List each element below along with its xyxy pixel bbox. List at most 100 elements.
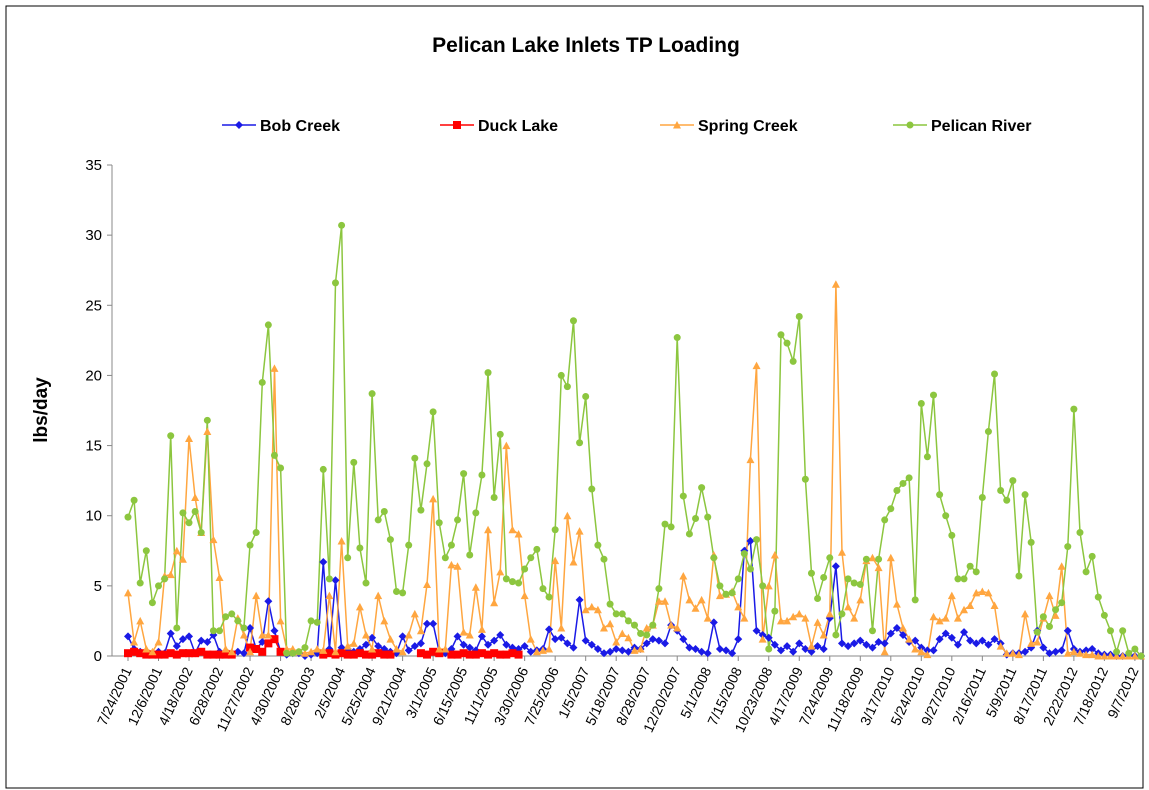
- data-point: [703, 614, 712, 622]
- data-point: [435, 644, 444, 653]
- data-point: [398, 632, 407, 641]
- data-point: [172, 642, 181, 651]
- data-point: [734, 635, 743, 644]
- data-point: [978, 587, 987, 595]
- data-point: [404, 646, 413, 655]
- data-point: [142, 650, 151, 659]
- data-point: [643, 631, 651, 639]
- data-point: [630, 646, 639, 654]
- data-point: [831, 562, 840, 571]
- data-point: [728, 589, 736, 597]
- data-point: [417, 506, 425, 514]
- data-point: [1039, 643, 1048, 652]
- data-point: [654, 597, 663, 605]
- legend-label: Duck Lake: [478, 118, 558, 135]
- data-point: [874, 637, 883, 646]
- data-point: [642, 639, 651, 648]
- data-point: [1058, 599, 1066, 607]
- data-point: [618, 629, 627, 638]
- y-tick-label: 5: [94, 578, 102, 595]
- data-point: [960, 575, 968, 583]
- data-point: [355, 602, 364, 611]
- data-point: [319, 646, 328, 654]
- data-point: [441, 644, 450, 653]
- data-point: [319, 558, 328, 567]
- data-point: [862, 555, 870, 563]
- data-point: [612, 610, 620, 618]
- data-point: [776, 646, 785, 655]
- y-tick-label: 30: [85, 227, 102, 244]
- data-point: [167, 432, 175, 440]
- data-point: [264, 630, 273, 639]
- y-tick-label: 25: [85, 297, 102, 314]
- data-point: [667, 523, 675, 531]
- data-point: [832, 631, 840, 639]
- data-point: [991, 370, 999, 378]
- data-point: [520, 591, 529, 600]
- data-point: [563, 383, 571, 391]
- data-point: [496, 630, 505, 639]
- data-point: [892, 623, 901, 632]
- data-point: [813, 642, 822, 651]
- data-point: [386, 536, 394, 544]
- data-point: [880, 639, 889, 648]
- data-point: [984, 640, 993, 649]
- data-point: [911, 636, 920, 645]
- data-point: [966, 601, 975, 609]
- data-point: [477, 632, 486, 641]
- data-point: [1100, 652, 1109, 660]
- data-point: [593, 644, 602, 653]
- data-point: [770, 640, 779, 649]
- data-point: [197, 636, 206, 645]
- data-point: [740, 614, 749, 622]
- data-point: [325, 591, 334, 600]
- data-point: [423, 580, 432, 588]
- data-point: [368, 390, 376, 398]
- data-point: [929, 612, 938, 621]
- data-point: [1082, 646, 1091, 655]
- data-point: [1118, 652, 1127, 660]
- y-tick-label: 35: [85, 157, 102, 174]
- data-point: [771, 607, 779, 615]
- data-point: [587, 602, 596, 611]
- data-point: [801, 475, 809, 483]
- data-point: [124, 649, 132, 658]
- data-point: [758, 635, 767, 643]
- data-point: [386, 650, 395, 659]
- data-point: [246, 647, 255, 656]
- data-point: [1027, 639, 1036, 647]
- data-point: [404, 630, 413, 639]
- data-point: [508, 525, 517, 534]
- data-point: [875, 555, 883, 563]
- data-point: [752, 626, 761, 635]
- data-point: [124, 632, 132, 641]
- data-point: [569, 643, 578, 652]
- data-point: [453, 562, 462, 570]
- data-point: [514, 529, 523, 538]
- data-point: [557, 623, 566, 632]
- data-point: [172, 546, 181, 555]
- data-point: [1119, 627, 1127, 635]
- data-point: [429, 619, 438, 628]
- data-point: [1100, 611, 1108, 619]
- legend-marker: [235, 121, 243, 129]
- data-point: [715, 644, 724, 653]
- data-point: [673, 623, 682, 632]
- data-point: [307, 617, 315, 625]
- data-point: [502, 441, 511, 450]
- data-point: [838, 610, 846, 618]
- chart-title: Pelican Lake Inlets TP Loading: [432, 34, 740, 57]
- data-point: [856, 636, 865, 645]
- data-point: [209, 627, 217, 635]
- data-point: [148, 599, 156, 607]
- data-point: [612, 644, 621, 653]
- data-point: [386, 635, 395, 643]
- data-point: [990, 601, 999, 609]
- data-point: [343, 642, 352, 650]
- data-point: [978, 493, 986, 501]
- data-point: [411, 454, 419, 462]
- data-point: [435, 649, 444, 658]
- data-point: [789, 612, 798, 621]
- data-point: [533, 545, 541, 553]
- data-point: [313, 644, 322, 653]
